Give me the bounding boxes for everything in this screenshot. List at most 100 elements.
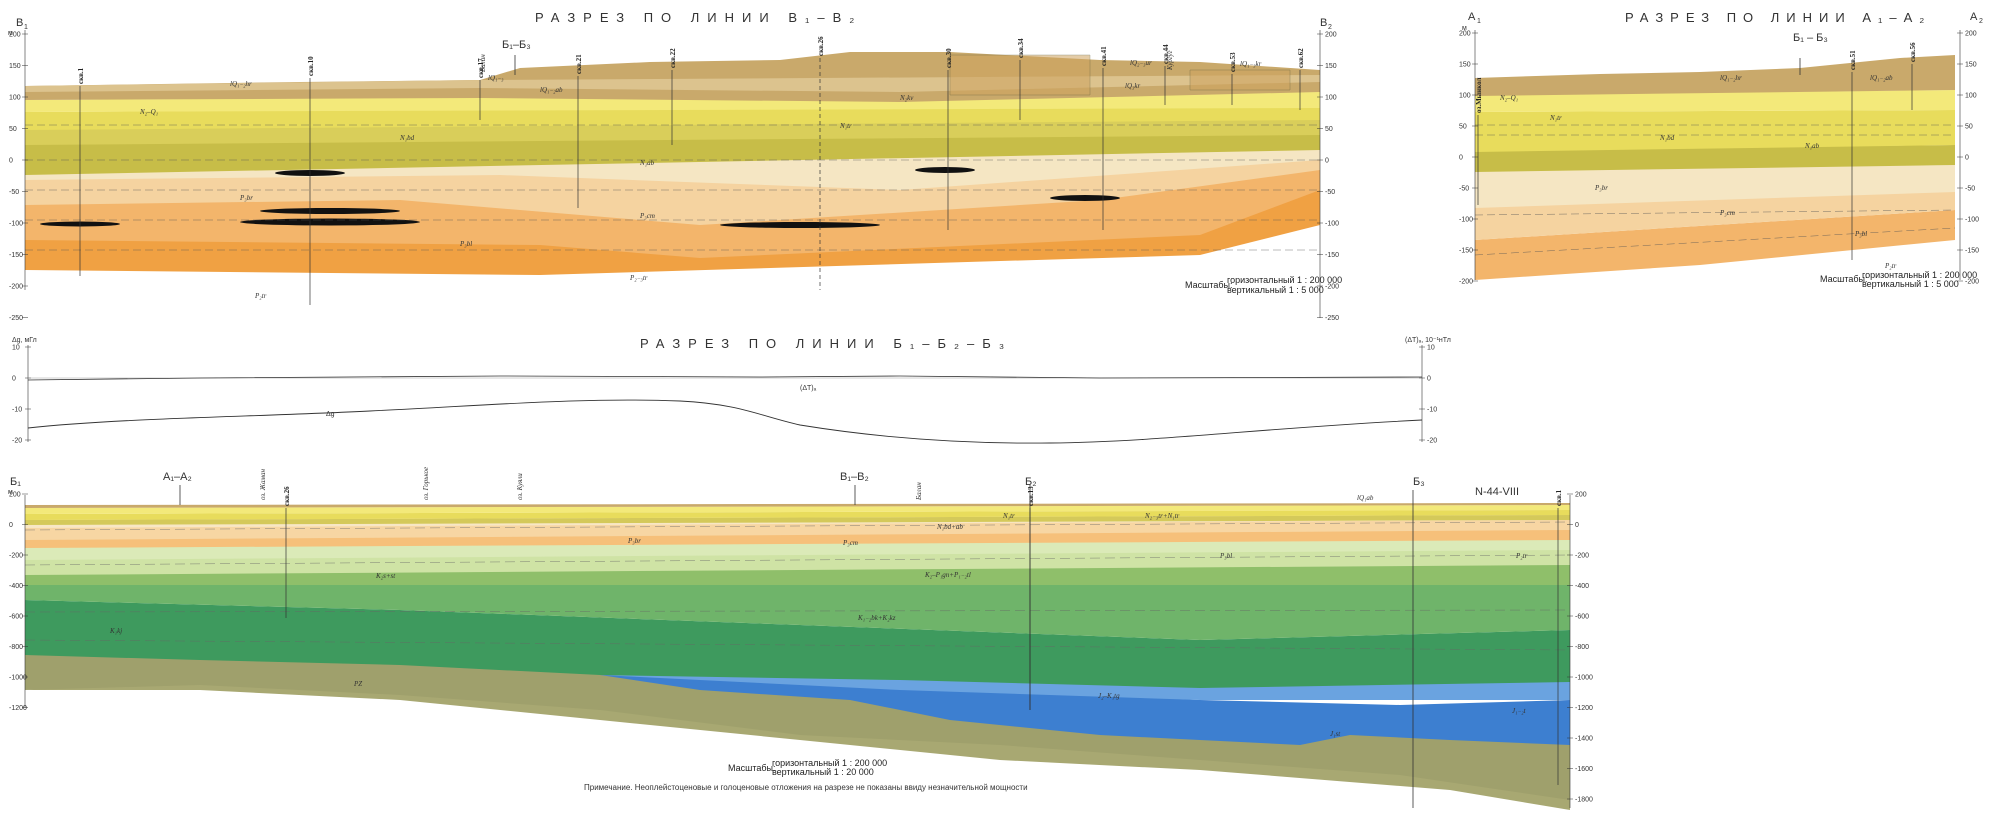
layer-label: N₁tr	[839, 122, 852, 130]
a-right-ticks: 200 150 100 50 0 -50 -100 -150 -200	[1957, 31, 1979, 286]
b-axis-unit: м	[8, 489, 13, 496]
tick-label: 0	[1575, 522, 1579, 529]
tick-label: -1800	[1575, 797, 1593, 804]
right-end-sub: 2	[1328, 24, 1332, 31]
tick-label: 0	[9, 158, 13, 165]
layer-label: P₃br	[239, 194, 253, 202]
tick-label: 150	[9, 63, 21, 70]
b-scale-v: вертикальный 1 : 20 000	[772, 767, 874, 777]
tick-label: -600	[9, 614, 23, 621]
right-ticks: 200 150 100 50 0 -50 -100 -150 -200 -250	[1317, 32, 1339, 322]
left-end-label: В	[16, 17, 23, 29]
b-left-ticks: 200 0 -200 -400 -600 -800 -1000 -1200	[9, 492, 28, 712]
layer-label: N₁ab	[639, 159, 655, 167]
curve-dt	[27, 375, 1423, 381]
layer-label: P₂tr	[1884, 262, 1897, 270]
tick-label: -100	[1965, 217, 1979, 224]
b-note: Примечание. Неоплейстоценовые и голоцено…	[584, 783, 1028, 792]
tick-label: -10	[1427, 407, 1437, 414]
tick-label: -50	[1325, 189, 1335, 196]
tick-label: -200	[1575, 553, 1589, 560]
scale-h: горизонтальный 1 : 200 000	[1227, 275, 1342, 285]
a-scale-label: Масштабы:	[1820, 274, 1867, 284]
well-label: оз.Мынкол	[1475, 77, 1483, 113]
right-end-label: В	[1320, 17, 1327, 29]
a-left-sub: 1	[1477, 18, 1481, 25]
layer-label: P₃cm	[639, 212, 655, 220]
place-label: оз. Жаман	[259, 468, 267, 500]
tick-label: -250	[9, 315, 23, 322]
tick-label: -20	[12, 438, 22, 445]
tick-label: 0	[12, 376, 16, 383]
layer-label: J₂–K₁tg	[1098, 692, 1120, 700]
b-places: оз. Жаман оз. Горькое оз. Куяли Балан	[259, 467, 923, 501]
left-end-sub: 1	[24, 24, 28, 31]
layer-label: P₃bl	[1854, 230, 1867, 238]
layer-label: P₂tr	[1515, 552, 1528, 560]
tick-label: -150	[1965, 248, 1979, 255]
places: Балан Кургуг	[479, 50, 1174, 73]
tick-label: 0	[1427, 376, 1431, 383]
well-label: скв.10	[307, 56, 315, 76]
a-right-end: А	[1970, 11, 1978, 23]
tick-label: -100	[1325, 221, 1339, 228]
tick-label: -20	[1427, 438, 1437, 445]
a-scale-h: горизонтальный 1 : 200 000	[1862, 270, 1977, 280]
a-layer-olive	[1475, 145, 1955, 172]
well-label: скв.1	[77, 67, 85, 84]
tick-label: -10	[12, 407, 22, 414]
b-layer-khaki	[25, 665, 1570, 810]
tick-label: 50	[9, 126, 17, 133]
b-sheet-label: N-44-VIII	[1475, 486, 1519, 498]
well-label: скв.30	[945, 48, 953, 68]
b-crossing-b: В₁–В₂	[840, 471, 869, 483]
tick-label: 200	[1575, 492, 1587, 499]
layer-label: lQ₁₋₃kr	[1240, 60, 1262, 68]
well-label: скв.26	[283, 486, 291, 506]
tick-label: 100	[1965, 93, 1977, 100]
axis-unit: м	[8, 30, 13, 37]
well-label: скв.62	[1297, 48, 1305, 68]
tick-label: -1000	[1575, 675, 1593, 682]
layer-labels: lQ₁₋₂hr lQ₁₋₂ab lQ₁₋₃ lQ₃kr N₂–Q₁ N₂kv N₁bd N₁a…	[139, 59, 1262, 300]
b-mid-end: Б₂	[1025, 476, 1037, 488]
tick-label: -100	[9, 221, 23, 228]
b-scale-label: Масштабы:	[728, 763, 775, 773]
tick-label: 100	[1325, 95, 1337, 102]
layer-label: P₂₋₃tr	[629, 274, 648, 282]
triangle-zone-2	[1189, 69, 1291, 91]
section-b1-b2: В 1 В 2 РАЗРЕЗ ПО ЛИНИИ В₁–В₂ м 200 150 10…	[8, 10, 1342, 322]
curve-dt-label: (ΔT)ₐ	[800, 385, 817, 392]
layer-label: K₁kj	[109, 627, 122, 635]
tick-label: -800	[1575, 644, 1589, 651]
place-label: Балан	[479, 54, 487, 73]
a-right-sub: 2	[1979, 18, 1983, 25]
scale-label: Масштабы:	[1185, 280, 1232, 290]
b-right-end: Б₃	[1413, 476, 1425, 488]
layer-label: J₁₋₂t	[1512, 707, 1527, 715]
geophys-left-unit: Δg, мГл	[12, 337, 37, 344]
layer-label: lQ₂₋₃ur	[1130, 59, 1152, 67]
a-layer-labels: lQ₁₋₂hr lQ₁₋₂ab N₂–Q₁ N₁tr N₁bd N₁ab P₃br P₃cm P…	[1499, 74, 1897, 270]
well-label: скв.26	[817, 36, 825, 56]
tick-label: 200	[1459, 31, 1471, 38]
tick-label: -1000	[9, 675, 27, 682]
tick-label: -50	[1459, 186, 1469, 193]
b-layer-blue-light	[600, 675, 1570, 700]
geophys-right-unit: (ΔT)ₐ, 10⁻¹нТл	[1405, 337, 1451, 344]
crossing-label: Б₁–Б₃	[502, 39, 531, 51]
tick-label: 50	[1965, 124, 1973, 131]
tick-label: -250	[1325, 315, 1339, 322]
layer-label: P₃br	[1594, 184, 1608, 192]
layer-label: N₁bd+ab	[936, 523, 963, 531]
lens-black-3	[240, 218, 420, 226]
tick-label: -800	[9, 644, 23, 651]
tick-label: 0	[9, 522, 13, 529]
layer-label: P₂tr	[254, 292, 267, 300]
well-label: скв.17	[477, 58, 485, 78]
b-layer-olive	[25, 515, 1570, 525]
lens-black-5	[720, 222, 880, 228]
layer-label: lQ₁₋₂ab	[540, 86, 563, 94]
tick-label: -200	[9, 284, 23, 291]
